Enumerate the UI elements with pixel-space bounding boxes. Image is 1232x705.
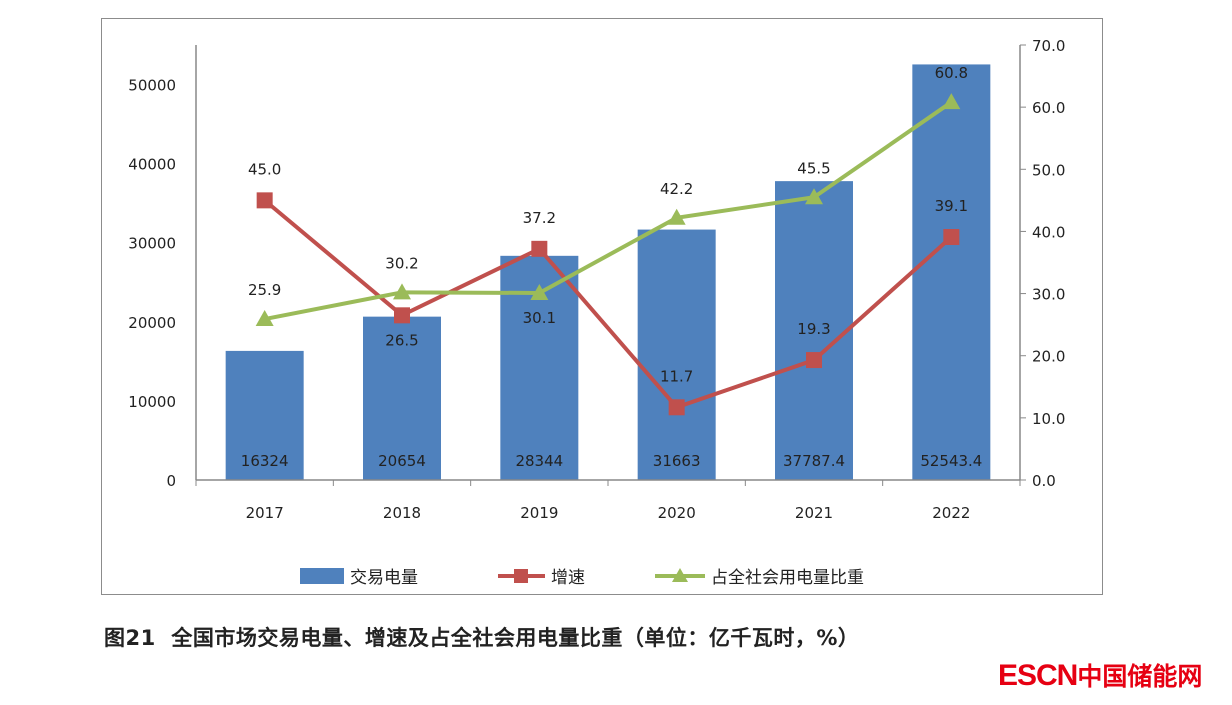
bar-2017 xyxy=(225,350,304,480)
x-tick-label: 2021 xyxy=(795,504,833,522)
x-tick-label: 2020 xyxy=(658,504,696,522)
legend-marker xyxy=(672,568,688,582)
chart-frame xyxy=(101,18,1103,595)
logo-cn: 中国储能网 xyxy=(1077,662,1203,691)
point-label: 42.2 xyxy=(660,180,693,198)
left-tick-label: 50000 xyxy=(128,77,176,95)
x-tick-label: 2018 xyxy=(383,504,421,522)
escn-logo: ESCN中国储能网 xyxy=(998,657,1202,693)
right-tick-label: 60.0 xyxy=(1032,99,1065,117)
left-tick-label: 40000 xyxy=(128,156,176,174)
point-label: 45.5 xyxy=(797,159,830,177)
point-label: 25.9 xyxy=(248,281,281,299)
triangle-marker xyxy=(530,283,549,300)
left-tick-label: 30000 xyxy=(128,235,176,253)
bar-label: 31663 xyxy=(653,452,701,470)
point-label: 30.2 xyxy=(385,254,418,272)
legend-marker xyxy=(514,569,528,583)
right-tick-label: 10.0 xyxy=(1032,410,1065,428)
legend-label: 占全社会用电量比重 xyxy=(711,568,864,588)
point-label: 45.0 xyxy=(248,160,281,178)
x-tick-label: 2019 xyxy=(520,504,558,522)
right-tick-label: 20.0 xyxy=(1032,348,1065,366)
square-marker xyxy=(531,240,548,257)
bar-label: 20654 xyxy=(378,452,426,470)
point-label: 60.8 xyxy=(935,64,968,82)
triangle-marker xyxy=(255,310,274,327)
bar-label: 16324 xyxy=(241,452,289,470)
triangle-marker xyxy=(805,188,823,205)
point-label: 26.5 xyxy=(385,331,418,349)
square-marker xyxy=(943,229,960,246)
square-marker xyxy=(394,307,410,324)
x-tick-label: 2017 xyxy=(246,504,284,522)
right-tick-label: 30.0 xyxy=(1032,286,1065,304)
triangle-marker xyxy=(393,283,411,300)
bar-label: 37787.4 xyxy=(783,452,845,470)
point-label: 30.1 xyxy=(523,309,556,327)
square-marker xyxy=(806,352,822,369)
square-marker xyxy=(668,399,685,416)
bar-2021 xyxy=(775,181,853,480)
x-tick-label: 2022 xyxy=(932,504,970,522)
point-label: 37.2 xyxy=(523,209,556,227)
bar-2022 xyxy=(912,64,991,480)
point-label: 39.1 xyxy=(935,197,968,215)
square-marker xyxy=(256,192,273,209)
left-tick-label: 0 xyxy=(166,472,176,490)
legend-label: 交易电量 xyxy=(350,568,418,588)
legend-label: 增速 xyxy=(551,568,585,588)
bar-label: 52543.4 xyxy=(920,452,982,470)
line-占全社会用电量比重 xyxy=(264,100,953,322)
triangle-marker xyxy=(942,93,961,110)
bar-2018 xyxy=(363,316,441,480)
right-tick-label: 0.0 xyxy=(1032,472,1056,490)
bar-2020 xyxy=(637,229,716,480)
figure-caption: 图21 全国市场交易电量、增速及占全社会用电量比重（单位：亿千瓦时，%） xyxy=(104,626,860,650)
left-tick-label: 20000 xyxy=(128,314,176,332)
point-label: 11.7 xyxy=(660,367,693,385)
bar-label: 28344 xyxy=(515,452,563,470)
left-tick-label: 10000 xyxy=(128,393,176,411)
legend-swatch-bar xyxy=(300,568,344,584)
right-tick-label: 50.0 xyxy=(1032,161,1065,179)
triangle-marker xyxy=(667,208,686,225)
logo-en: ESCN xyxy=(998,659,1078,692)
right-tick-label: 70.0 xyxy=(1032,37,1065,55)
point-label: 19.3 xyxy=(797,320,830,338)
right-tick-label: 40.0 xyxy=(1032,223,1065,241)
